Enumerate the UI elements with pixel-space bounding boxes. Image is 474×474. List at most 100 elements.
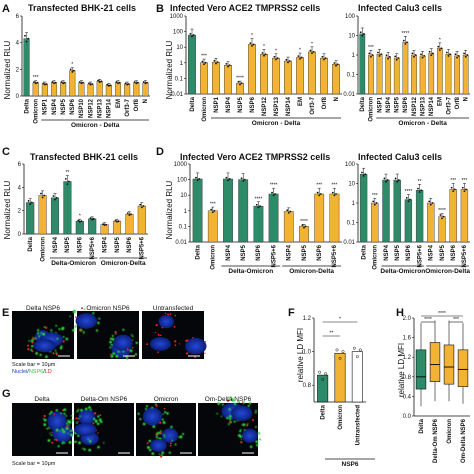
nsp6-signal [122, 328, 125, 331]
data-point [454, 53, 457, 56]
nsp6-signal [161, 418, 164, 421]
ld-signal [127, 356, 129, 358]
data-point [309, 49, 312, 52]
data-point [321, 378, 325, 381]
nsp6-signal [229, 396, 232, 399]
data-point [319, 193, 322, 195]
category-label: Omicron [447, 419, 453, 444]
data-point [25, 40, 28, 43]
panel-c-title: Transfected BHK-21 cells [30, 152, 138, 162]
nsp6-signal [89, 408, 92, 411]
nsp6-signal [134, 353, 138, 356]
data-point [452, 190, 455, 193]
y-tick-label: 4 [16, 41, 20, 47]
data-point [88, 82, 90, 85]
data-point [406, 41, 408, 44]
nsp6-signal [46, 427, 49, 430]
data-point [421, 56, 424, 59]
significance-label: ** [329, 331, 333, 337]
category-label: NSP4 [52, 98, 58, 114]
nsp6-signal [97, 445, 100, 449]
category-label: NSP13 [98, 98, 104, 118]
bar [454, 55, 460, 95]
nsp6-signal [39, 353, 42, 357]
data-point [225, 176, 228, 179]
y-tick-label: 0.8 [403, 375, 412, 381]
data-point [431, 52, 434, 55]
data-point [255, 203, 258, 206]
y-tick-label: 100 [173, 30, 184, 36]
data-point [363, 33, 365, 35]
nsp6-signal [49, 432, 51, 434]
data-point [304, 225, 307, 228]
data-point [286, 209, 289, 212]
data-point [41, 196, 44, 199]
ld-signal [240, 441, 242, 444]
data-point [428, 200, 431, 203]
data-point [441, 217, 443, 220]
panel-g-micrographs [12, 396, 262, 458]
data-point [27, 200, 30, 202]
ld-signal [204, 340, 206, 343]
nsp6-signal [155, 436, 158, 439]
panel-b-ylabel: Normalized RLU [165, 40, 174, 99]
ld-signal [146, 343, 149, 346]
nsp6-signal [117, 350, 120, 353]
micrograph-label-delta-nsp6: Delta NSP6 [26, 305, 60, 312]
nsp6-signal [96, 422, 100, 426]
nucleus [75, 313, 97, 329]
data-point [388, 55, 391, 58]
ld-signal [155, 323, 158, 327]
data-point [275, 58, 277, 61]
data-point [126, 83, 129, 86]
nsp6-signal [72, 310, 76, 314]
bar [63, 181, 72, 235]
nsp6-signal [92, 417, 96, 421]
data-point [227, 65, 229, 68]
nsp6-signal [50, 412, 53, 414]
nsp6-signal [77, 417, 80, 420]
bar [415, 190, 424, 243]
nsp6-signal [70, 419, 72, 421]
significance-label: *** [450, 178, 456, 184]
panel-b-title: Infected Vero ACE2 TMPRSS2 cells [170, 3, 320, 13]
ld-signal [155, 331, 157, 334]
data-point [80, 82, 83, 85]
bar [224, 65, 232, 95]
bar [112, 220, 122, 235]
category-label: NSP5 [65, 236, 71, 252]
data-point [109, 84, 112, 87]
nucleus [231, 405, 253, 422]
data-point [449, 53, 451, 56]
data-point [240, 82, 243, 84]
nsp6-signal [239, 430, 242, 433]
ld-signal [51, 441, 54, 444]
ld-signal [157, 333, 160, 335]
data-point [118, 81, 121, 84]
data-point [385, 180, 387, 183]
ld-signal [194, 356, 197, 359]
cell-signals-g [42, 396, 262, 458]
data-point [352, 346, 356, 350]
bar [248, 44, 256, 95]
significance-label: * [263, 44, 265, 50]
category-label: Omicron [338, 405, 344, 430]
nsp6-signal [88, 448, 92, 452]
data-point [385, 54, 388, 57]
ld-signal [252, 419, 255, 422]
group-label: Omicron - Delta [71, 122, 120, 129]
data-point [106, 83, 109, 86]
significance-label: **** [405, 189, 413, 195]
bar [78, 82, 85, 97]
nsp6-signal [231, 399, 235, 402]
nsp6-signal [66, 422, 69, 425]
chart-panel-d: 0.01 0.1 1 10 100 1000 Delta *** Omicron NSP4 NSP5… [174, 162, 342, 275]
data-point [198, 178, 201, 180]
y-tick-label: 0.1 [347, 221, 356, 227]
data-point [387, 57, 390, 60]
data-point [92, 217, 95, 220]
ld-signal [169, 313, 172, 315]
panel-a-title: Transfected BHK-21 cells [28, 3, 136, 13]
data-point [411, 52, 414, 55]
ld-signal [159, 421, 162, 424]
